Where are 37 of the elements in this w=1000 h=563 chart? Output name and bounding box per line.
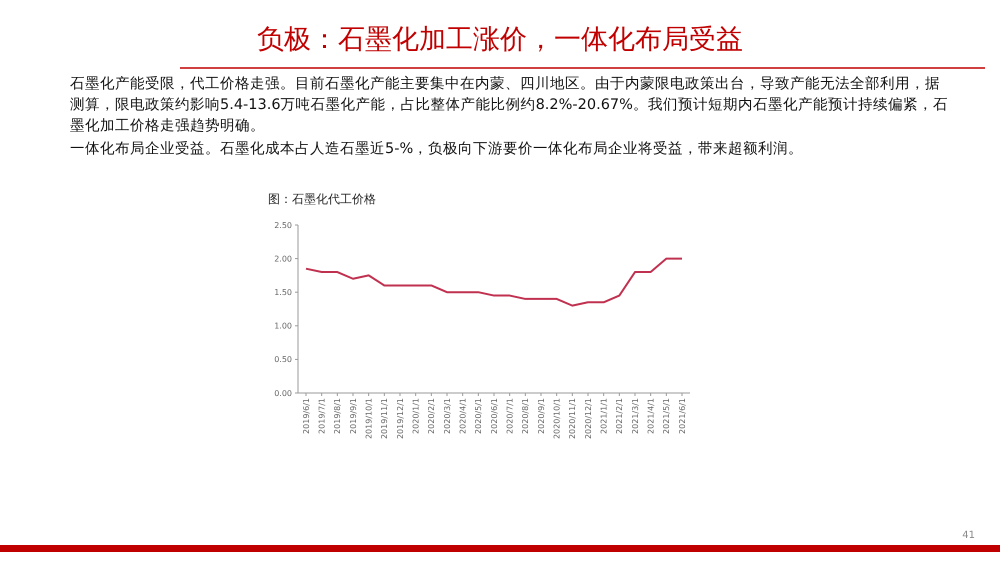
x-tick-label: 2020/3/1 (442, 398, 452, 434)
x-tick-label: 2021/4/1 (646, 398, 656, 434)
y-tick-label: 2.50 (274, 220, 292, 230)
x-tick-label: 2021/3/1 (630, 398, 640, 434)
x-tick-label: 2019/11/1 (380, 398, 390, 440)
y-tick-label: 2.00 (274, 254, 292, 264)
x-tick-label: 2021/6/1 (678, 398, 687, 434)
x-tick-label: 2020/1/1 (411, 398, 420, 434)
x-tick-label: 2020/11/1 (568, 398, 578, 440)
x-tick-label: 2019/9/1 (348, 398, 358, 434)
y-tick-label: 0.50 (274, 355, 292, 364)
x-tick-label: 2019/8/1 (333, 398, 342, 434)
x-tick-label: 2019/6/1 (302, 398, 311, 434)
x-tick-label: 2019/10/1 (364, 398, 374, 440)
x-tick-label: 2021/5/1 (662, 398, 672, 434)
x-tick-label: 2021/1/1 (599, 398, 608, 434)
x-tick-label: 2020/9/1 (536, 398, 546, 434)
x-tick-label: 2020/8/1 (521, 398, 530, 434)
text: 石墨化产能受限，代工价格走强。目前石墨化产能主要集中在内蒙、四川地区。由于内蒙限电政策出台，导致产能无法全部利用，据测算，限电政策约影响5.4-13.6万吨石墨化产能，占比整体产能比例约8.2%-20.67%。我们预计短期内石墨化产能预计持续偏紧，石墨化加工价格走强趋势明确。 (70, 74, 949, 136)
x-tick-label: 2020/5/1 (474, 398, 484, 434)
x-tick-label: 2020/6/1 (490, 398, 499, 434)
text: 41 (962, 530, 975, 541)
x-tick-label: 2019/12/1 (396, 398, 405, 440)
x-tick-label: 2020/2/1 (427, 398, 436, 434)
x-tick-label: 2020/4/1 (458, 398, 468, 434)
text: 一体化布局企业受益。石墨化成本占人造石墨近5-%，负极向下游要价一体化布局企业将受益，带来超额利润。 (70, 140, 804, 159)
x-tick-label: 2020/7/1 (505, 398, 514, 434)
y-tick-label: 1.00 (274, 322, 292, 331)
y-tick-label: 0.00 (274, 388, 292, 398)
x-tick-label: 2019/7/1 (317, 398, 326, 434)
line-series (305, 258, 683, 307)
chart-title: 负极：石墨化加工涨价，一体化布局受益 (257, 24, 743, 55)
text: 图：石墨化代工价格 (268, 192, 376, 206)
y-tick-label: 1.50 (274, 288, 292, 297)
x-tick-label: 2020/12/1 (584, 398, 593, 440)
x-tick-label: 2021/2/1 (615, 398, 624, 434)
x-tick-label: 2020/10/1 (552, 398, 562, 440)
